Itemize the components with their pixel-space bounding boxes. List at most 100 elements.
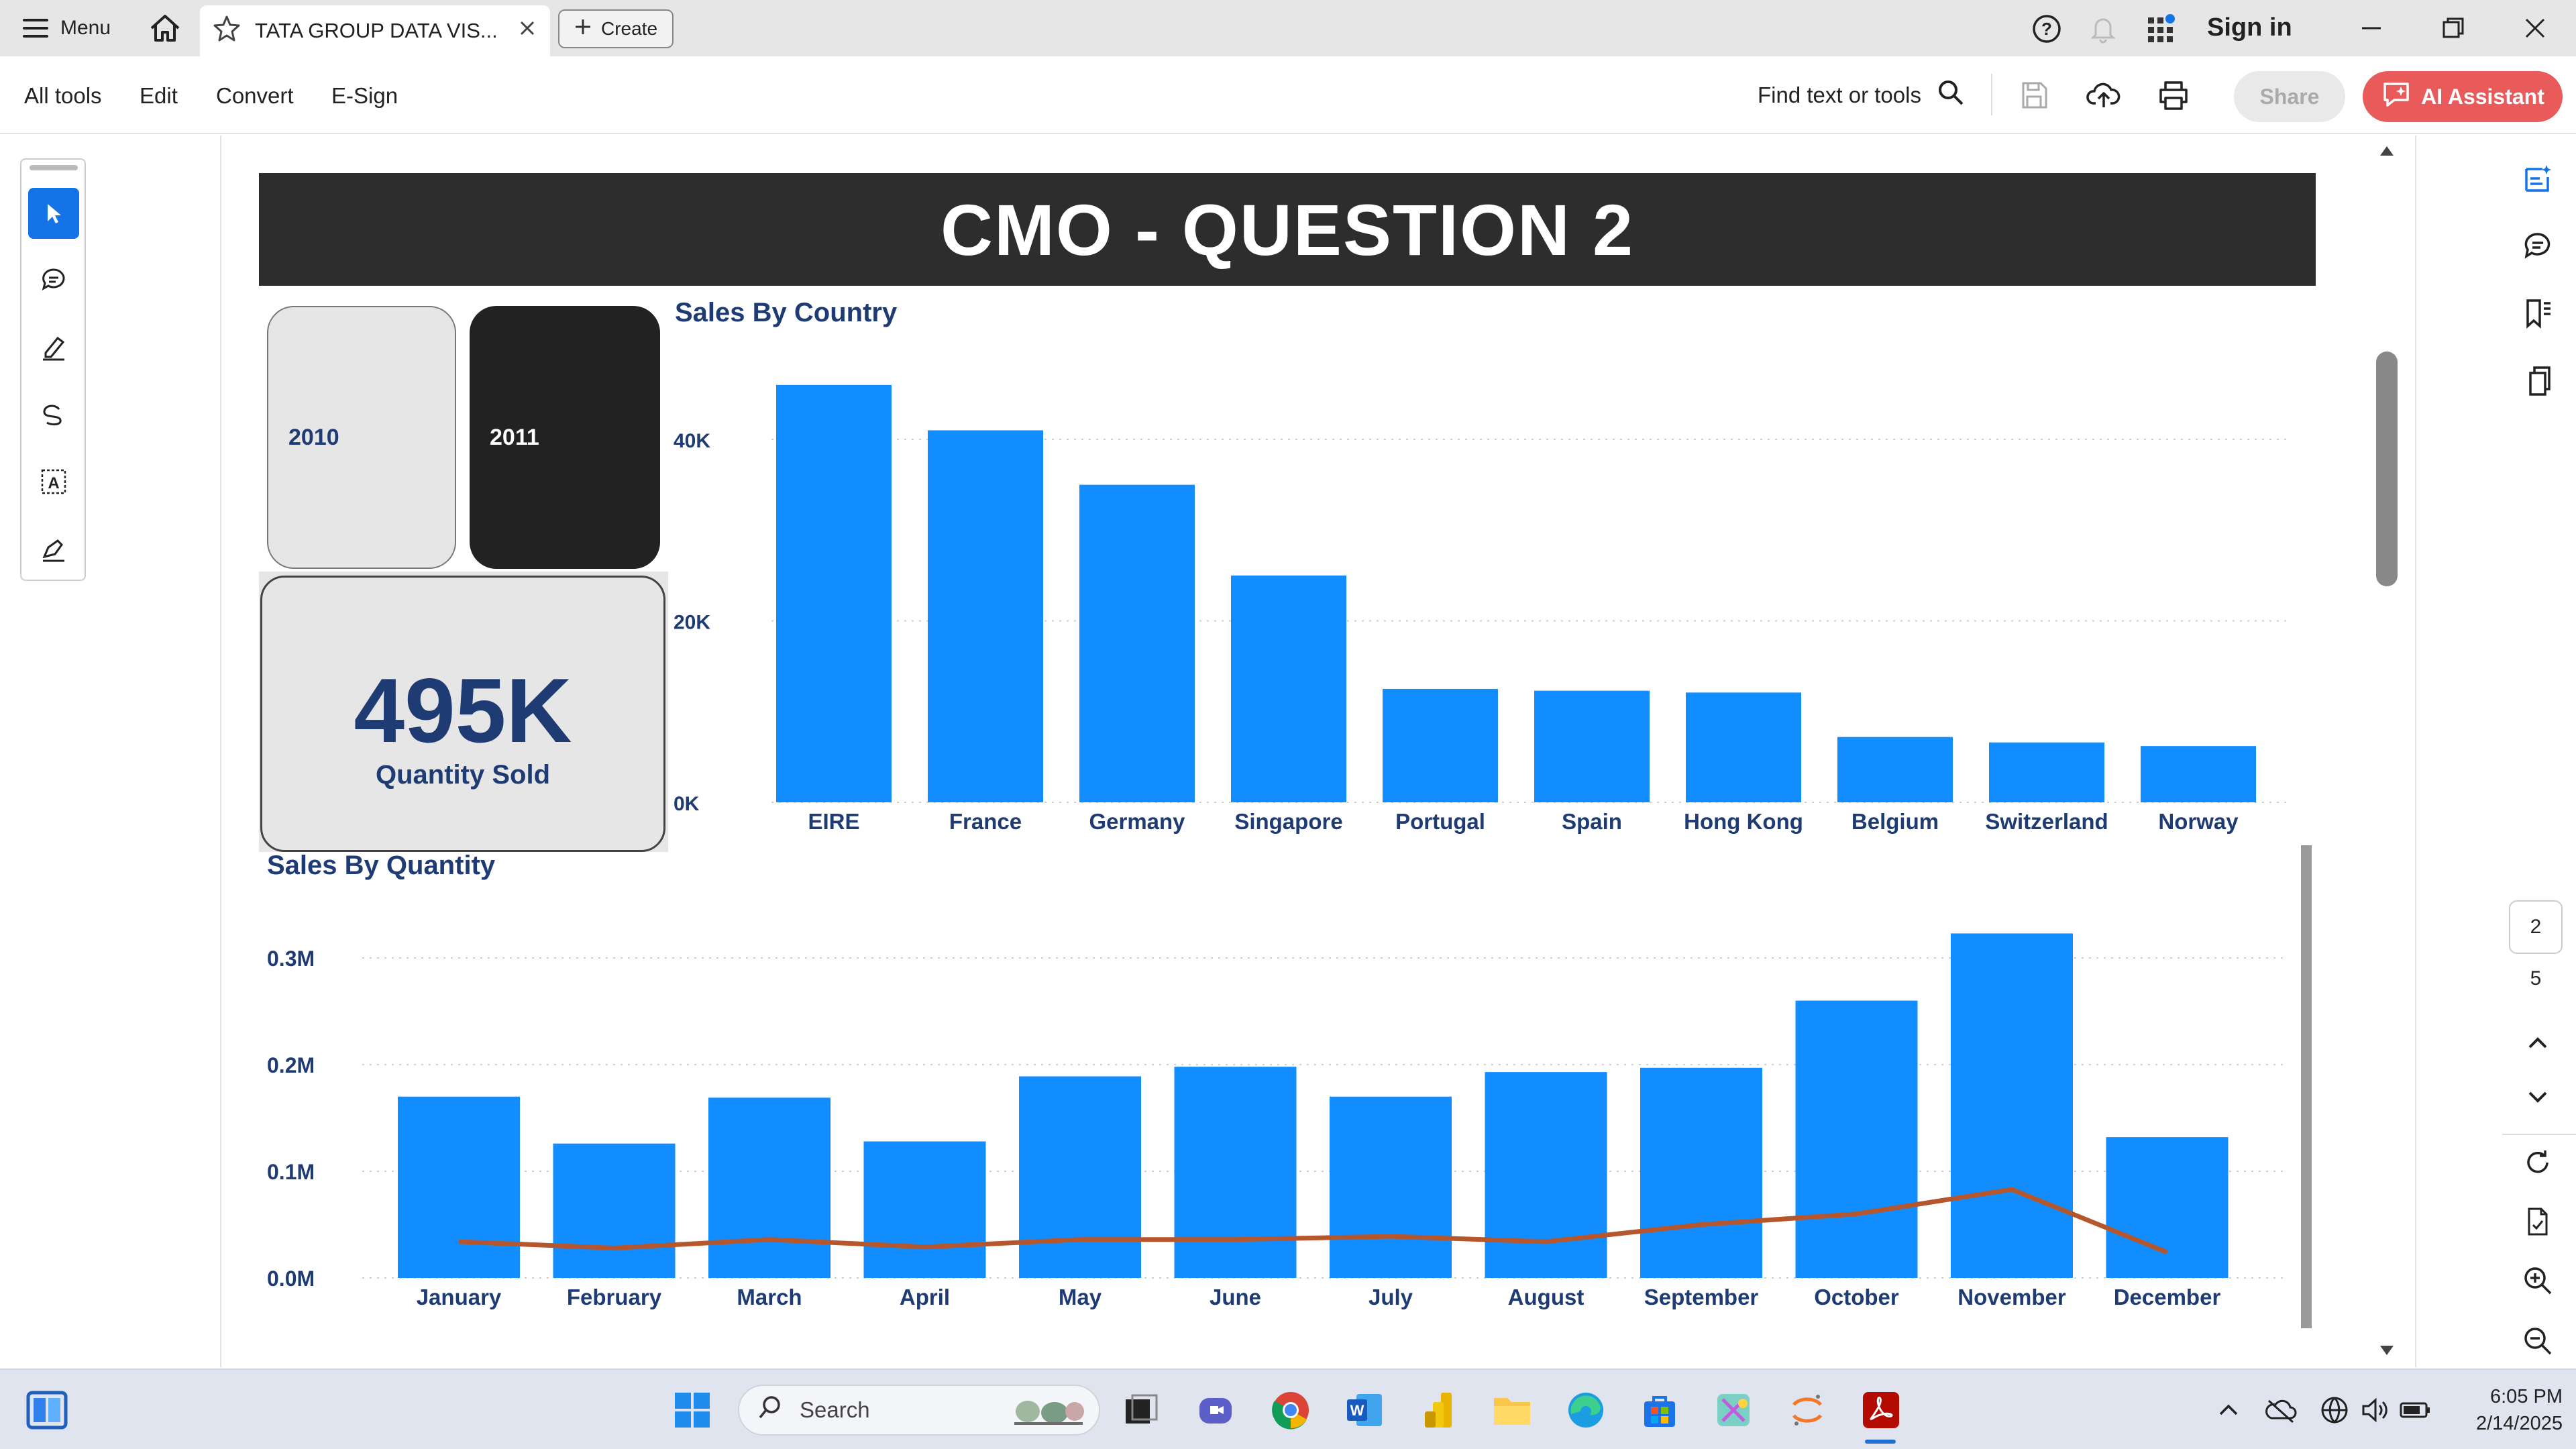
document-tab[interactable]: TATA GROUP DATA VIS... (200, 5, 550, 56)
taskbar-search-icon (757, 1394, 784, 1426)
quantity-category-label: December (2114, 1285, 2221, 1309)
highlight-tool-icon[interactable] (28, 322, 79, 373)
quantity-category-label: October (1814, 1285, 1899, 1309)
minimize-icon[interactable] (2330, 0, 2412, 56)
menu-label: Menu (60, 17, 111, 39)
right-panel: 2 5 (2418, 136, 2576, 1367)
menu-convert[interactable]: Convert (216, 83, 294, 108)
scroll-down-icon[interactable] (2377, 1343, 2396, 1362)
create-button[interactable]: Create (558, 9, 674, 48)
taskbar-search[interactable]: Search (738, 1385, 1100, 1436)
file-explorer-icon[interactable] (1488, 1386, 1536, 1434)
taskbar-clock[interactable]: 6:05 PM 2/14/2025 (2442, 1383, 2563, 1437)
quantity-category-label: February (567, 1285, 662, 1309)
restore-icon[interactable] (2412, 0, 2494, 56)
network-icon[interactable] (2310, 1386, 2359, 1434)
kpi-label: Quantity Sold (376, 760, 550, 790)
country-bar (1383, 688, 1498, 802)
battery-icon[interactable] (2391, 1386, 2439, 1434)
next-page-icon[interactable] (2516, 1075, 2560, 1119)
quantity-chart-title: Sales By Quantity (267, 851, 496, 880)
scroll-up-icon[interactable] (2377, 142, 2396, 162)
help-icon[interactable]: ? (2030, 12, 2063, 46)
sign-tool-icon[interactable] (28, 523, 79, 574)
svg-text:W: W (1350, 1402, 1364, 1419)
country-category-label: France (949, 809, 1022, 834)
comments-icon[interactable] (2516, 224, 2560, 268)
quantity-bar (398, 1096, 520, 1278)
task-view-icon[interactable] (1116, 1386, 1165, 1434)
edge-icon[interactable] (1562, 1386, 1610, 1434)
start-icon[interactable] (668, 1386, 716, 1434)
draw-tool-icon[interactable] (28, 389, 79, 440)
save-icon[interactable] (2015, 76, 2053, 114)
sign-in-link[interactable]: Sign in (2207, 13, 2292, 42)
menu-button[interactable]: Menu (23, 12, 111, 44)
star-icon[interactable] (213, 15, 240, 47)
menu-e-sign[interactable]: E-Sign (331, 83, 398, 108)
ai-summary-icon[interactable] (2516, 157, 2560, 201)
quantity-category-label: September (1644, 1285, 1759, 1309)
zoom-in-icon[interactable] (2516, 1258, 2560, 1303)
clock-date: 2/14/2025 (2475, 1413, 2563, 1434)
menu-edit[interactable]: Edit (140, 83, 178, 108)
share-button[interactable]: Share (2234, 71, 2345, 122)
zoom-out-icon[interactable] (2516, 1319, 2560, 1363)
snipping-tool-icon[interactable] (1709, 1386, 1758, 1434)
text-box-tool-icon[interactable]: A (28, 456, 79, 507)
previous-page-icon[interactable] (2516, 1021, 2560, 1065)
jupyter-icon[interactable] (1783, 1386, 1831, 1434)
print-icon[interactable] (2155, 76, 2192, 114)
bell-icon[interactable] (2086, 12, 2120, 46)
plus-icon (574, 18, 592, 40)
home-icon[interactable] (146, 12, 184, 44)
window-controls (2330, 0, 2576, 56)
acrobat-icon[interactable] (1857, 1386, 1905, 1434)
page-info-icon[interactable] (2516, 1199, 2560, 1244)
upload-cloud-icon[interactable] (2085, 76, 2123, 114)
create-label: Create (600, 18, 658, 39)
quantity-category-label: April (900, 1285, 950, 1309)
country-bar (1231, 575, 1346, 802)
word-icon[interactable]: W (1340, 1386, 1389, 1434)
rotate-icon[interactable] (2516, 1140, 2560, 1185)
select-tool-icon[interactable] (28, 188, 79, 239)
quick-tools: A (20, 158, 86, 581)
quantity-ytick-label: 0.1M (267, 1160, 315, 1184)
show-hidden-icons[interactable] (2204, 1386, 2253, 1434)
menu-all-tools[interactable]: All tools (24, 83, 102, 108)
onedrive-offline-icon[interactable] (2257, 1386, 2305, 1434)
power-bi-icon[interactable] (1414, 1386, 1462, 1434)
quantity-bar (1330, 1096, 1452, 1278)
ai-assistant-icon (2381, 78, 2412, 115)
pages-icon[interactable] (2516, 358, 2560, 402)
store-icon[interactable] (1635, 1386, 1684, 1434)
tab-bar: Menu TATA GROUP DATA VIS... Create ? Sig… (0, 0, 2576, 56)
clock-time: 6:05 PM (2490, 1386, 2563, 1407)
widgets-icon[interactable] (23, 1386, 71, 1434)
ai-assistant-button[interactable]: AI Assistant (2363, 71, 2563, 122)
current-page-field[interactable]: 2 (2509, 900, 2563, 954)
country-category-label: Portugal (1395, 809, 1485, 834)
quantity-bar (1485, 1072, 1607, 1278)
find-tools-button[interactable]: Find text or tools (1758, 78, 1966, 113)
quantity-ytick-label: 0.0M (267, 1267, 315, 1291)
chrome-icon[interactable] (1267, 1386, 1315, 1434)
country-bar (928, 430, 1043, 802)
close-window-icon[interactable] (2494, 0, 2576, 56)
close-tab-icon[interactable] (518, 19, 537, 43)
volume-icon[interactable] (2351, 1386, 2399, 1434)
apps-icon[interactable] (2144, 12, 2178, 46)
comment-tool-icon[interactable] (28, 255, 79, 306)
year-slicer-2010[interactable]: 2010 (267, 306, 456, 569)
bookmarks-icon[interactable] (2516, 291, 2560, 335)
drag-handle[interactable] (30, 165, 78, 170)
country-category-label: Switzerland (1985, 809, 2108, 834)
scroll-thumb[interactable] (2376, 352, 2398, 586)
country-bar (1686, 692, 1801, 802)
teams-meet-icon[interactable] (1191, 1386, 1240, 1434)
vertical-scrollbar[interactable] (2352, 136, 2416, 1367)
quantity-ytick-label: 0.2M (267, 1053, 315, 1077)
year-slicer-2011[interactable]: 2011 (470, 306, 660, 569)
